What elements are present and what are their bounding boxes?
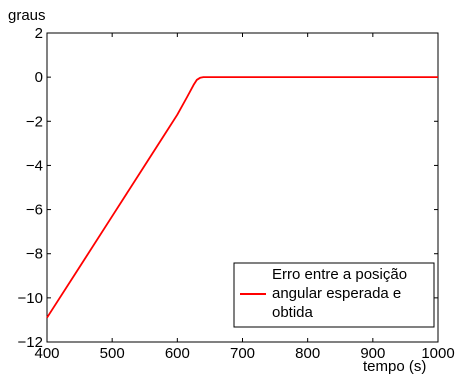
y-tick-label: 0 [35,69,43,86]
legend-label-line-3: obtida [272,304,314,321]
series-line [46,76,438,319]
y-axis-label: graus [8,7,46,24]
y-tick-label: −8 [26,246,43,263]
y-tick-label: −6 [26,202,43,219]
x-tick-label: 400 [34,345,59,362]
series-layer [46,76,438,319]
y-tick-label: −12 [18,334,43,351]
x-tick-label: 1000 [421,345,454,362]
x-tick-label: 500 [100,345,125,362]
ticks [46,32,439,343]
x-tick-label: 700 [230,345,255,362]
tick-labels: 400 500 600 700 800 900 1000 2 0 −2 −4 −6 −8 −10 −12 [18,25,455,362]
y-tick-label: −2 [26,113,43,130]
y-tick-label: −4 [26,157,43,174]
x-tick-label: 600 [165,345,190,362]
x-axis-label: tempo (s) [363,358,426,374]
legend: Erro entre a posição angular esperada e … [233,262,435,328]
legend-box [233,262,435,328]
legend-label-line-1: Erro entre a posição [272,266,407,283]
x-tick-label: 800 [295,345,320,362]
y-tick-label: −10 [18,290,43,307]
x-tick-label: 900 [360,345,385,362]
legend-label-line-2: angular esperada e [272,285,401,302]
y-tick-label: 2 [35,25,43,42]
